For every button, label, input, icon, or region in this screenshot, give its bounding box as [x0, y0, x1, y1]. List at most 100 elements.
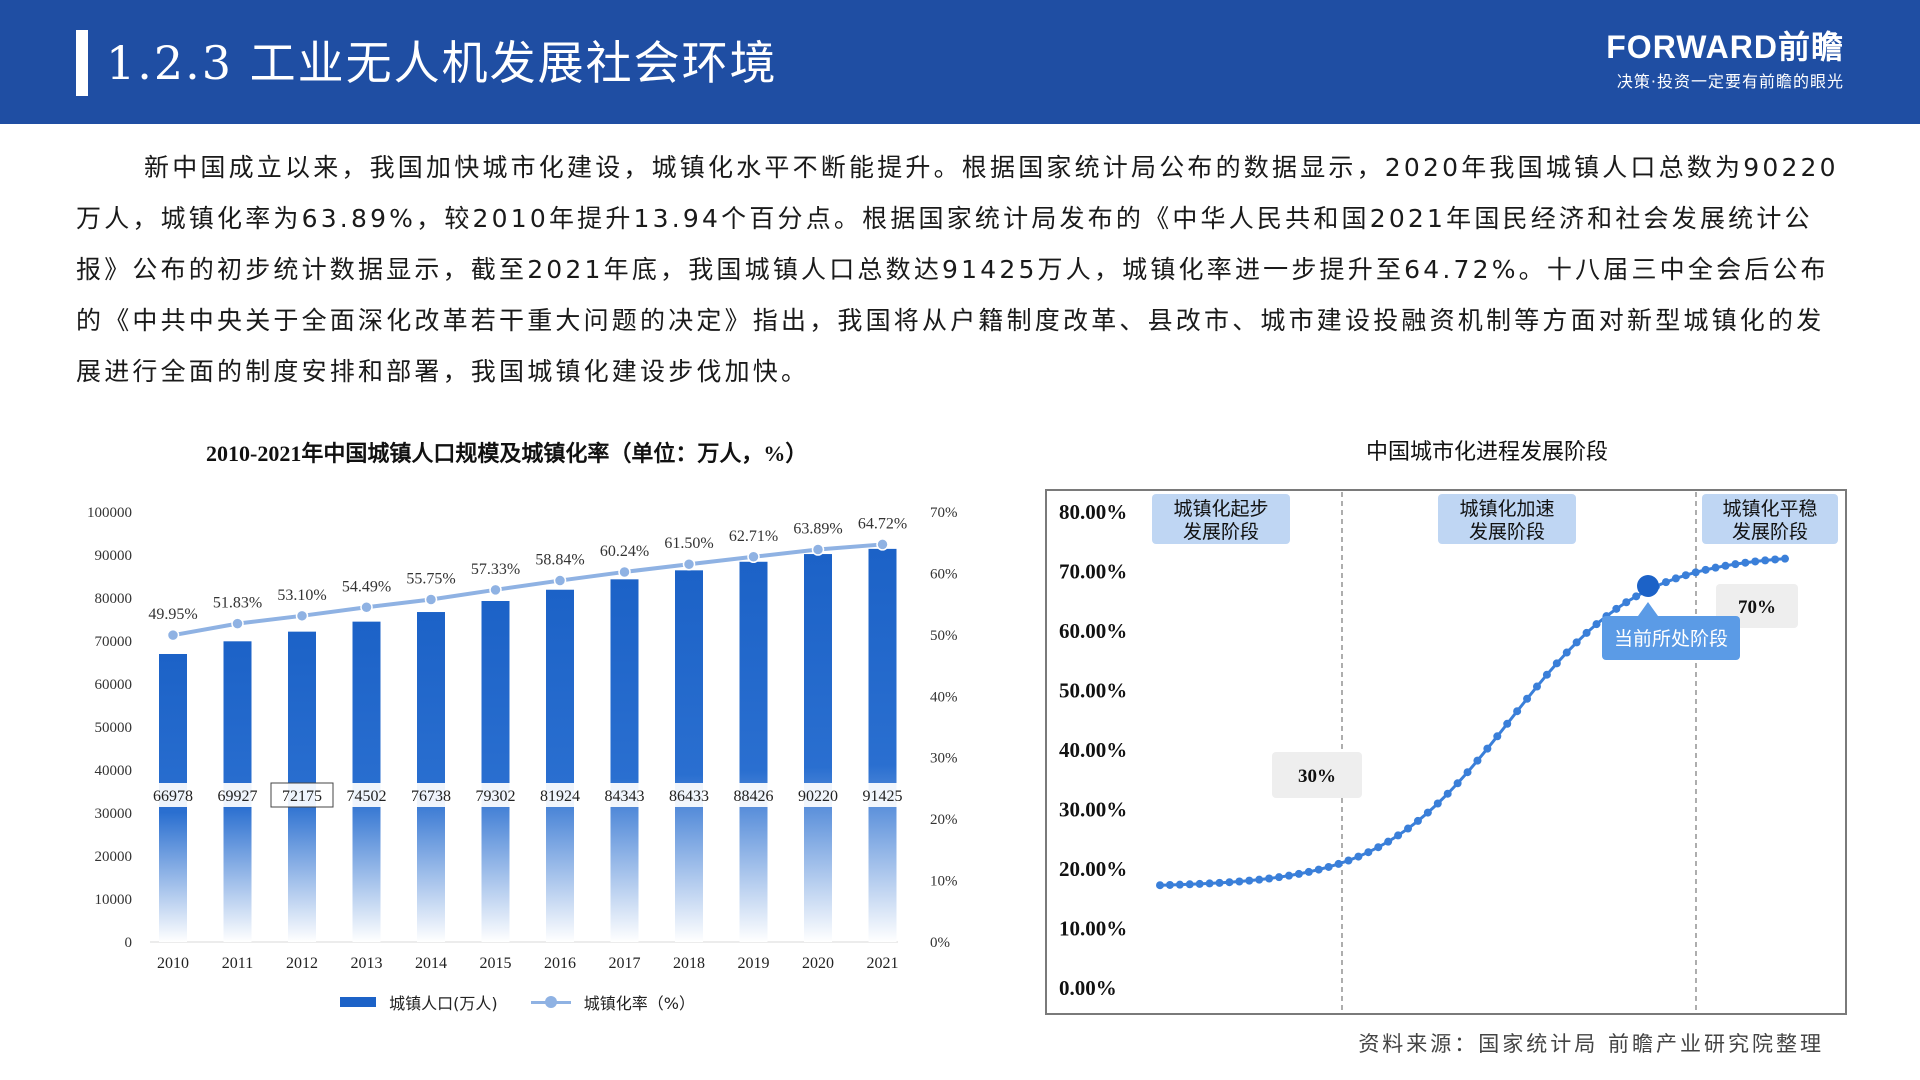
curve-point: [1404, 824, 1413, 833]
rate-point: [682, 557, 696, 571]
rate-label: 51.83%: [213, 595, 262, 612]
curve-point: [1156, 881, 1164, 890]
stage-label-line1: 城镇化加速: [1459, 498, 1554, 520]
x-tick-label: 2017: [609, 955, 641, 972]
header-bar: 1.2.3 工业无人机发展社会环境 FORWARD前瞻 决策·投资一定要有前瞻的…: [0, 0, 1920, 124]
curve-point: [1205, 879, 1214, 888]
y-tick-label: 0.00%: [1059, 976, 1117, 1000]
rate-point: [553, 574, 567, 587]
y-left-tick-label: 0: [125, 935, 133, 951]
rate-point: [295, 609, 309, 623]
y-right-tick-label: 50%: [930, 628, 958, 644]
curve-point: [1215, 878, 1224, 887]
curve-point: [1582, 628, 1591, 637]
curve-point: [1354, 852, 1363, 861]
bar-label-bg: [529, 783, 591, 807]
y-left-tick-label: 40000: [95, 763, 133, 779]
x-tick-label: 2014: [415, 955, 447, 972]
rate-point: [618, 565, 631, 579]
bar: [675, 570, 703, 942]
y-left-tick-label: 10000: [95, 892, 133, 908]
rate-label: 57.33%: [471, 561, 520, 578]
stage-label-line1: 城镇化平稳: [1722, 498, 1817, 520]
rate-line: [172, 542, 883, 638]
stage-label-bg: [1438, 494, 1576, 544]
y-right-tick-label: 10%: [930, 874, 958, 890]
stage-label-line2: 发展阶段: [1732, 521, 1808, 543]
curve-point: [1483, 744, 1492, 753]
bar-value-label: 74502: [347, 788, 387, 805]
y-left-tick-label: 100000: [87, 505, 132, 521]
bar-label-bg: [142, 783, 204, 807]
curve-point: [1493, 732, 1502, 741]
y-tick-label: 30.00%: [1059, 798, 1127, 822]
bar: [546, 589, 574, 942]
source-note: 资料来源：国家统计局 前瞻产业研究院整理: [1358, 1032, 1824, 1056]
bar-label-bg: [722, 783, 785, 807]
y-right-tick-label: 30%: [930, 751, 958, 767]
curve-point: [1751, 557, 1760, 566]
bar-value-label: 79302: [476, 788, 516, 805]
brand-logo: FORWARD前瞻 决策·投资一定要有前瞻的眼光: [1606, 30, 1844, 92]
bar-value-label: 72175: [282, 788, 322, 805]
chart1-bar-line: 1000009000080000700006000050000400003000…: [87, 505, 958, 972]
curve-point: [1721, 561, 1730, 570]
bar-label-bg: [400, 783, 462, 807]
curve-point: [1761, 556, 1770, 565]
curve-point: [1592, 620, 1601, 629]
rate-point: [747, 550, 760, 564]
bar: [417, 612, 445, 942]
current-stage-marker: [1637, 575, 1659, 597]
chart2-title: 中国城市化进程发展阶段: [1366, 439, 1609, 464]
rate-label: 63.89%: [793, 521, 842, 538]
brand-logo-text: FORWARD前瞻: [1606, 29, 1844, 65]
curve-point: [1225, 878, 1234, 887]
bar-value-label: 91425: [863, 788, 903, 805]
bar: [352, 621, 381, 942]
rate-point: [489, 583, 502, 597]
rate-point: [231, 617, 244, 630]
curve-point: [1364, 848, 1373, 857]
curve-point: [1731, 560, 1740, 569]
y-tick-label: 60.00%: [1059, 619, 1127, 643]
legend-bar-label: 城镇人口(万人): [389, 994, 498, 1013]
curve-point: [1265, 874, 1274, 883]
bar-label-bg: [335, 783, 398, 807]
current-stage-callout-bg: [1602, 616, 1740, 660]
curve-point: [1344, 856, 1353, 865]
bar-label-bg: [270, 782, 334, 808]
bar-label-bg: [206, 783, 269, 807]
urbanization-curve: [1159, 557, 1786, 887]
curve-point: [1195, 879, 1204, 888]
x-tick-label: 2010: [157, 955, 189, 972]
current-stage-callout-label: 当前所处阶段: [1614, 628, 1728, 650]
bar-label-bg: [593, 783, 656, 807]
rate-label: 60.24%: [600, 543, 649, 560]
curve-point: [1175, 880, 1184, 889]
chart2-urbanization-stages: 80.00% 70.00% 60.00% 50.00% 40.00% 30.00% 20.0…: [1045, 489, 1847, 1015]
curve-point: [1691, 568, 1700, 577]
stage-label-line1: 城镇化起步: [1173, 498, 1268, 520]
curve-point: [1513, 707, 1522, 716]
curve-point: [1413, 816, 1422, 825]
curve-point: [1503, 719, 1512, 728]
rate-label: 62.71%: [729, 528, 778, 545]
y-right-tick-label: 60%: [930, 566, 958, 582]
y-left-tick-label: 50000: [95, 720, 133, 736]
y-tick-label: 10.00%: [1059, 917, 1127, 941]
x-tick-label: 2021: [867, 955, 899, 972]
bar-label-bg: [787, 783, 849, 807]
y-right-tick-label: 0%: [930, 935, 950, 951]
bar: [481, 601, 510, 942]
curve-point: [1304, 867, 1313, 876]
chart2-frame: [1045, 489, 1847, 1015]
brand-slogan: 决策·投资一定要有前瞻的眼光: [1616, 72, 1844, 91]
y-left-tick-label: 20000: [95, 849, 133, 865]
rate-label: 64.72%: [858, 515, 907, 532]
curve-point: [1334, 859, 1343, 868]
bar: [610, 579, 639, 942]
rate-point: [876, 538, 889, 551]
curve-point: [1612, 604, 1621, 613]
curve-point: [1324, 862, 1333, 871]
curve-point: [1781, 554, 1789, 563]
